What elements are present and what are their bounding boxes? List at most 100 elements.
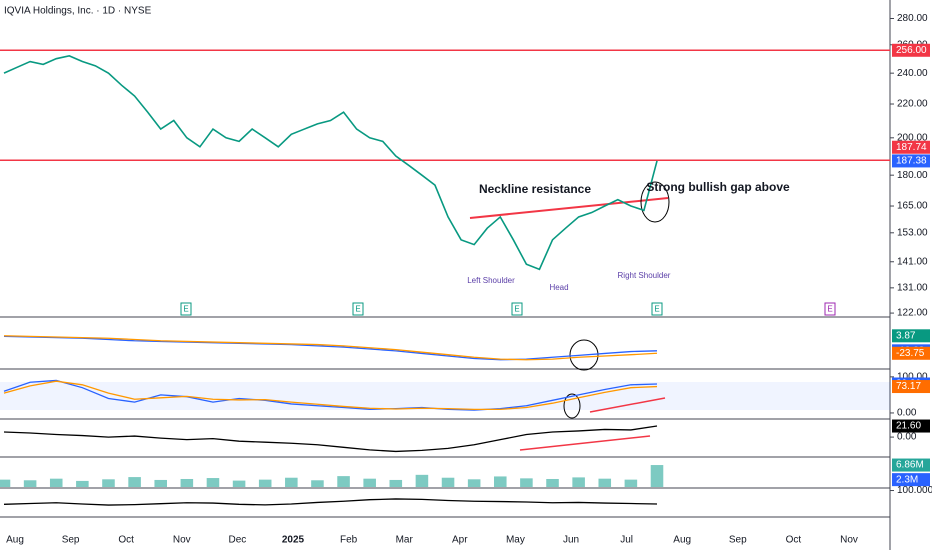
price-badge-label: 73.17 [896,381,921,392]
volume-bar [363,478,376,487]
x-tick-label: Jul [620,535,633,546]
annotation: Neckline resistance [479,182,591,196]
price-badge [892,473,930,487]
price-badge-label: 3.87 [896,330,916,341]
y-tick-label: 0.00 [897,432,917,443]
volume-bar [389,479,403,487]
price-badge-label: 187.38 [896,156,927,167]
annotation: Right Shoulder [618,271,671,280]
volume-bar [311,480,324,487]
y-tick-label: 220.00 [897,99,928,110]
annotation: Left Shoulder [467,276,515,285]
y-tick-label: 141.00 [897,256,928,267]
x-tick-label: Feb [340,535,358,546]
price-badge-label: 6.86M [896,460,924,471]
circle-highlight [640,181,670,223]
y-tick-label: 0.00 [897,408,917,419]
x-tick-label: Oct [118,535,134,546]
x-tick-label: Mar [396,535,414,546]
series-line [3,335,658,361]
y-tick-label: 180.00 [897,170,928,181]
earnings-label: E [355,305,360,314]
annotation: Head [549,283,568,292]
x-tick-label: Nov [173,535,191,546]
x-tick-label: Jun [563,535,579,546]
volume-bar [572,477,585,487]
volume-bar [258,479,272,487]
x-tick-label: Sep [729,535,747,546]
volume-bar [23,480,37,487]
volume-bar [102,479,115,487]
series-line [3,379,658,411]
price-badge [892,154,930,168]
series-line [3,380,658,410]
volume-bar [494,476,507,487]
earnings-marker [824,302,836,316]
volume-bar [285,477,298,487]
volume-bar [337,476,350,487]
earnings-label: E [183,305,188,314]
earnings-label: E [827,305,832,314]
y-tick-label: 100.00 [897,371,928,382]
price-badge [892,380,930,394]
price-badge-label: 2.3M [896,474,918,485]
earnings-marker [352,302,364,316]
level-badge-label: 187.74 [896,142,927,153]
neckline [469,197,669,219]
volume-bar [206,478,220,487]
x-tick-label: Oct [786,535,802,546]
chart-title: IQVIA Holdings, Inc. · 1D · NYSE [4,6,152,17]
price-badge-label: -23.75 [896,348,925,359]
volume-bar [49,478,63,487]
circle-highlight [569,339,599,371]
y-tick-label: 153.00 [897,227,928,238]
y-tick-label: 240.00 [897,68,928,79]
x-tick-label: Aug [673,535,691,546]
x-tick-label: May [506,535,525,546]
price-badge-label: 21.60 [896,421,921,432]
volume-bar [546,478,559,487]
trend-line [519,435,651,451]
series-line [3,335,658,361]
volume-bar [76,480,89,487]
earnings-label: E [654,305,659,314]
x-tick-label: 2025 [282,535,305,546]
earnings-marker [180,302,192,316]
volume-bar [441,477,455,487]
volume-bar [520,478,533,487]
x-tick-label: Apr [452,535,468,546]
x-tick-label: Sep [62,535,80,546]
level-badge [892,140,930,154]
series-line [3,425,658,453]
earnings-marker [511,302,523,316]
volume-bar [180,478,194,487]
pane-borders [0,0,891,550]
trend-line [589,397,666,413]
circle-highlight [563,393,581,419]
y-tick-label: 131.00 [897,282,928,293]
volume-bar [598,478,612,487]
x-tick-label: Aug [6,535,24,546]
price-badge [892,458,930,472]
volume-bar [415,474,429,487]
volume-bar [128,477,141,487]
x-tick-label: Nov [840,535,858,546]
price-badge [892,346,930,360]
annotation: Strong bullish gap above [646,180,790,194]
x-tick-label: Dec [229,535,247,546]
volume-bar [232,480,246,487]
y-tick-label: 122.00 [897,308,928,319]
y-tick-label: 200.00 [897,132,928,143]
volume-bar [154,479,167,487]
volume-bar [624,479,638,487]
earnings-label: E [514,305,519,314]
series-line [3,498,658,506]
volume-bar [467,479,481,487]
level-badge-label: 256.00 [896,45,927,56]
price-badge [892,329,930,343]
volume-bar [650,465,664,487]
series-line [3,55,658,271]
